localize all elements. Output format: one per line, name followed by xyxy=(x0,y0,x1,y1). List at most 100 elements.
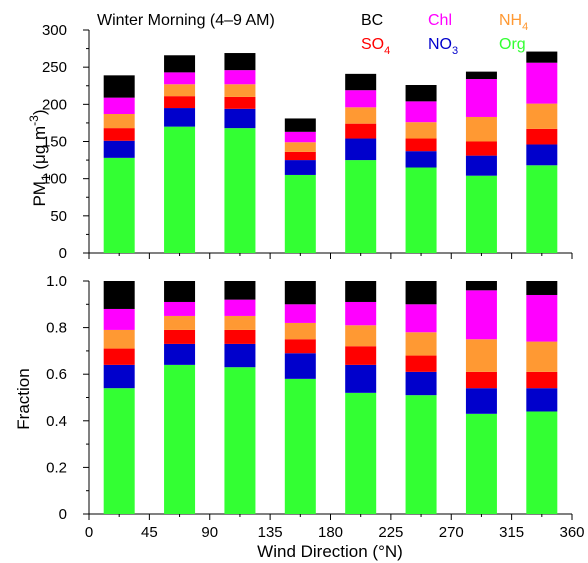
y-tick-label: 0.8 xyxy=(46,320,67,337)
bar-so4-6 xyxy=(465,141,497,156)
bar-no3-6 xyxy=(465,388,497,414)
x-tick-label: 225 xyxy=(378,524,403,541)
x-tick-label: 90 xyxy=(201,524,218,541)
bar-no3-7 xyxy=(526,144,558,166)
bar-no3-6 xyxy=(465,155,497,176)
y-tick-label: 0 xyxy=(59,245,67,262)
bar-no3-5 xyxy=(405,371,437,396)
bar-org-7 xyxy=(526,165,558,253)
bar-org-0 xyxy=(103,157,135,253)
bar-bc-4 xyxy=(345,73,377,91)
bar-org-1 xyxy=(164,126,196,253)
bar-bc-6 xyxy=(465,281,497,291)
bar-org-6 xyxy=(465,413,497,514)
bar-nh4-6 xyxy=(465,116,497,142)
x-tick-label: 45 xyxy=(141,524,158,541)
bar-bc-7 xyxy=(526,51,558,63)
y-tick-label: 0 xyxy=(59,506,67,523)
bottom-x-ticks: 0 45 90 135 180 225 270 315 360 xyxy=(85,514,585,541)
bar-org-2 xyxy=(224,128,256,253)
bar-so4-6 xyxy=(465,371,497,389)
top-y-ticks: 0 50 100 150 200 250 300 xyxy=(42,22,89,262)
bar-so4-3 xyxy=(284,151,316,161)
bar-nh4-7 xyxy=(526,341,558,372)
y-tick-label: 150 xyxy=(42,134,67,151)
top-y-label-sub: 1 xyxy=(39,174,53,181)
top-y-axis-label: PM1 (μg m-3) xyxy=(27,109,53,206)
bar-chl-1 xyxy=(164,301,196,316)
y-tick-label: 300 xyxy=(42,22,67,39)
bar-chl-5 xyxy=(405,101,437,123)
bar-bc-7 xyxy=(526,281,558,295)
bar-chl-0 xyxy=(103,308,135,330)
legend-entry-org: Org xyxy=(499,36,526,53)
bar-bc-3 xyxy=(284,118,316,132)
bar-no3-5 xyxy=(405,151,437,168)
bar-bc-3 xyxy=(284,281,316,305)
bar-no3-2 xyxy=(224,108,256,129)
y-tick-label: 250 xyxy=(42,59,67,76)
bar-nh4-2 xyxy=(224,315,256,330)
bar-nh4-3 xyxy=(284,322,316,340)
bar-so4-1 xyxy=(164,96,196,109)
bar-so4-7 xyxy=(526,371,558,389)
top-y-label-mid: (μg m xyxy=(30,126,49,175)
bar-so4-2 xyxy=(224,96,256,109)
bar-so4-4 xyxy=(345,346,377,365)
legend-entry-no3: NO3 xyxy=(428,36,458,57)
bar-org-4 xyxy=(345,160,377,253)
bar-chl-4 xyxy=(345,90,377,108)
bar-nh4-4 xyxy=(345,325,377,347)
bar-bc-2 xyxy=(224,281,256,300)
bar-bc-0 xyxy=(103,281,135,309)
bar-nh4-1 xyxy=(164,315,196,330)
bar-bc-4 xyxy=(345,281,377,302)
y-tick-label: 100 xyxy=(42,171,67,188)
x-tick-label: 0 xyxy=(85,524,93,541)
bar-chl-6 xyxy=(465,79,497,117)
bar-chl-0 xyxy=(103,97,135,114)
bar-org-3 xyxy=(284,174,316,253)
bar-so4-5 xyxy=(405,355,437,372)
bar-org-2 xyxy=(224,367,256,514)
x-tick-label: 360 xyxy=(559,524,584,541)
bar-bc-2 xyxy=(224,53,256,71)
bar-chl-7 xyxy=(526,62,558,104)
top-y-label-base: PM xyxy=(30,181,49,207)
bar-org-7 xyxy=(526,411,558,514)
bar-nh4-7 xyxy=(526,103,558,129)
legend: BC Chl NH4 SO4 NO3 Org xyxy=(361,12,528,57)
bar-so4-0 xyxy=(103,348,135,365)
top-x-ticks xyxy=(88,253,573,259)
bar-nh4-0 xyxy=(103,329,135,349)
y-tick-label: 50 xyxy=(50,208,67,225)
x-tick-label: 270 xyxy=(439,524,464,541)
bottom-y-ticks: 0 0.2 0.4 0.6 0.8 1.0 xyxy=(46,273,89,523)
bar-no3-2 xyxy=(224,343,256,368)
bar-org-3 xyxy=(284,378,316,514)
y-tick-label: 200 xyxy=(42,96,67,113)
bar-nh4-0 xyxy=(103,113,135,129)
legend-entry-chl: Chl xyxy=(428,12,452,29)
top-y-label-end: ) xyxy=(30,109,49,115)
bar-chl-2 xyxy=(224,70,256,85)
bar-org-0 xyxy=(103,388,135,514)
bar-no3-0 xyxy=(103,140,135,158)
bar-no3-0 xyxy=(103,364,135,389)
bar-no3-7 xyxy=(526,388,558,412)
top-bars-group xyxy=(103,51,558,253)
bar-org-5 xyxy=(405,167,437,253)
bar-chl-1 xyxy=(164,72,196,85)
y-tick-label: 1.0 xyxy=(46,273,67,290)
top-chart-title: Winter Morning (4–9 AM) xyxy=(97,12,275,29)
bar-chl-4 xyxy=(345,301,377,326)
bar-so4-3 xyxy=(284,339,316,354)
bar-chl-3 xyxy=(284,131,316,143)
bar-no3-3 xyxy=(284,160,316,175)
bar-chl-5 xyxy=(405,304,437,333)
legend-entry-nh4: NH4 xyxy=(499,12,528,33)
bottom-panel-fraction: 0 0.2 0.4 0.6 0.8 1.0 0 45 90 135 180 225 270 315 360… xyxy=(14,273,585,561)
y-tick-label: 0.6 xyxy=(46,366,67,383)
bar-chl-3 xyxy=(284,304,316,323)
